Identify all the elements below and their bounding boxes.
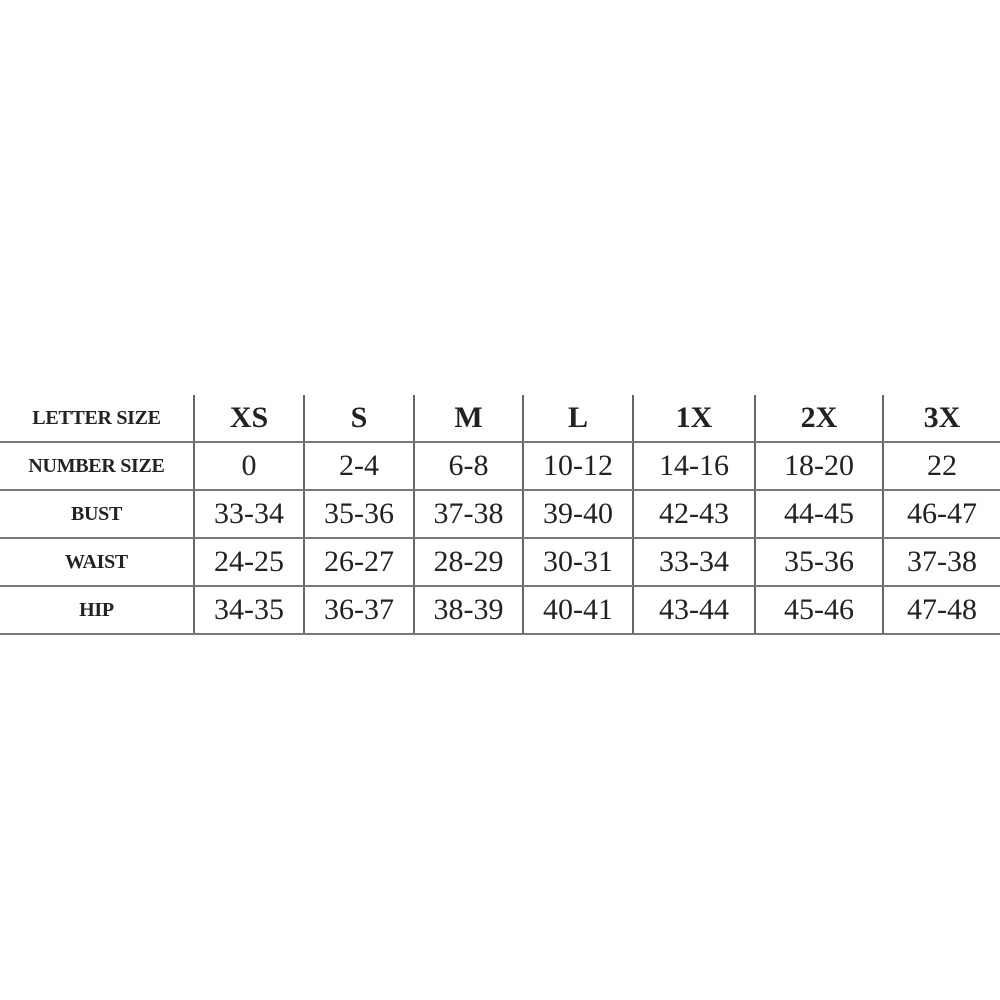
table-cell: 42-43: [632, 490, 755, 539]
table-row: LETTER SIZE XS S M L 1X 2X 3X: [0, 395, 1000, 443]
table-cell: 36-37: [303, 586, 414, 635]
table-cell: 34-35: [193, 586, 304, 635]
table-cell: 1X: [632, 395, 755, 443]
row-label: NUMBER SIZE: [0, 442, 194, 491]
row-label: BUST: [0, 490, 194, 539]
table-cell: 37-38: [413, 490, 523, 539]
table-cell: 45-46: [754, 586, 883, 635]
table-cell: 22: [882, 442, 1000, 491]
table-cell: 46-47: [882, 490, 1000, 539]
table-cell: 43-44: [632, 586, 755, 635]
table-cell: 30-31: [522, 538, 633, 587]
table-row: BUST 33-34 35-36 37-38 39-40 42-43 44-45 46-47: [0, 490, 1000, 539]
table-cell: 10-12: [522, 442, 633, 491]
size-chart-table: LETTER SIZE XS S M L 1X 2X 3X NUMBER SIZE 0 2-4 6-8…: [0, 395, 1000, 635]
table-cell: 39-40: [522, 490, 633, 539]
table-cell: 38-39: [413, 586, 523, 635]
table-cell: 37-38: [882, 538, 1000, 587]
table-cell: 40-41: [522, 586, 633, 635]
table-cell: 3X: [882, 395, 1000, 443]
table-cell: 33-34: [632, 538, 755, 587]
row-label: HIP: [0, 586, 194, 635]
table-cell: 26-27: [303, 538, 414, 587]
table-cell: 35-36: [303, 490, 414, 539]
table-row: HIP 34-35 36-37 38-39 40-41 43-44 45-46 47-48: [0, 586, 1000, 635]
table-cell: 33-34: [193, 490, 304, 539]
table-cell: 14-16: [632, 442, 755, 491]
table-cell: 44-45: [754, 490, 883, 539]
table-cell: 18-20: [754, 442, 883, 491]
table-cell: 6-8: [413, 442, 523, 491]
table-cell: 2-4: [303, 442, 414, 491]
table-cell: 2X: [754, 395, 883, 443]
table-cell: S: [303, 395, 414, 443]
row-label: WAIST: [0, 538, 194, 587]
table-cell: 0: [193, 442, 304, 491]
table-cell: 35-36: [754, 538, 883, 587]
row-label: LETTER SIZE: [0, 395, 194, 443]
table-cell: M: [413, 395, 523, 443]
table-cell: 24-25: [193, 538, 304, 587]
table-row: NUMBER SIZE 0 2-4 6-8 10-12 14-16 18-20 22: [0, 442, 1000, 491]
table-row: WAIST 24-25 26-27 28-29 30-31 33-34 35-36 37-38: [0, 538, 1000, 587]
table-cell: XS: [193, 395, 304, 443]
table-cell: 47-48: [882, 586, 1000, 635]
table-cell: 28-29: [413, 538, 523, 587]
table-cell: L: [522, 395, 633, 443]
